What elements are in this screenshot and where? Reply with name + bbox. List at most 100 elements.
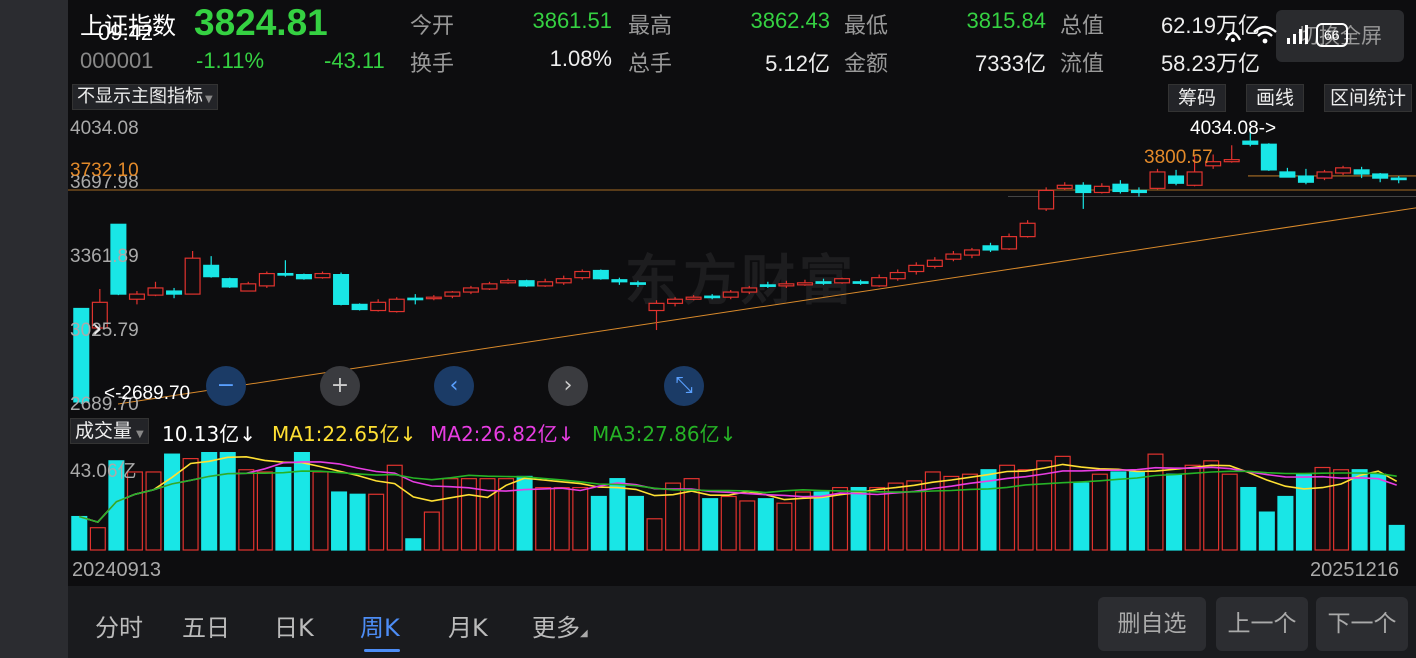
candle-body: [1075, 184, 1092, 194]
end-date: 20251216: [1310, 559, 1399, 581]
candle: [1075, 182, 1092, 209]
volume-bar: [405, 538, 422, 551]
chips-button[interactable]: 筹码: [1168, 84, 1226, 112]
candle: [648, 300, 665, 331]
volume-bar: [498, 478, 515, 551]
float-mktcap-label: 流值: [1060, 51, 1105, 76]
zoom-out-button[interactable]: −: [206, 366, 246, 406]
candle: [722, 289, 739, 300]
hline-label-1: 3732.10: [70, 160, 139, 181]
tab-weekly-k[interactable]: 周K: [360, 614, 400, 642]
candle-body: [1297, 175, 1314, 183]
volume-max-label: 43.06亿: [70, 461, 137, 482]
candle: [667, 297, 684, 307]
high-label: 最高: [628, 13, 673, 38]
range-stats-button[interactable]: 区间统计: [1324, 84, 1412, 112]
candle-body: [1279, 171, 1296, 178]
candle-body: [1335, 167, 1352, 174]
candle: [184, 250, 201, 295]
volume-bar: [794, 491, 811, 551]
tab-five-day[interactable]: 五日: [182, 614, 230, 642]
candle: [351, 303, 368, 311]
candle: [1260, 143, 1277, 171]
candle-body: [277, 272, 294, 276]
candle-body: [166, 290, 183, 295]
volume-bar: [832, 486, 849, 551]
candle-body: [759, 284, 776, 287]
candle: [1112, 180, 1129, 194]
active-tab-underline: [364, 649, 400, 652]
candle: [611, 277, 628, 285]
volume-bar: [590, 495, 607, 551]
volume-bar: [89, 527, 106, 551]
volume-ma3: MA3:27.86亿↓: [592, 422, 737, 446]
volume-bar: [572, 486, 589, 551]
main-indicator-select[interactable]: 不显示主图指标 ▼: [72, 84, 218, 110]
previous-stock-button[interactable]: 上一个: [1216, 597, 1308, 651]
volume-bar: [1295, 473, 1312, 551]
candle: [834, 277, 851, 284]
volume-chart[interactable]: [68, 452, 1416, 552]
candle: [221, 277, 238, 288]
volume-bar: [1091, 473, 1108, 551]
volume-bar: [665, 482, 682, 551]
volume-bar: [999, 464, 1016, 551]
candle-body: [537, 281, 554, 287]
tab-more[interactable]: 更多◢: [532, 608, 588, 643]
tab-daily-k[interactable]: 日K: [274, 614, 314, 642]
start-date: 20240913: [72, 559, 161, 581]
volume-current: 10.13亿↓: [162, 422, 257, 446]
candle: [444, 291, 461, 299]
candle: [203, 256, 220, 278]
candlestick-chart[interactable]: [68, 114, 1416, 414]
candle-body: [908, 264, 925, 273]
candle-body: [1001, 236, 1018, 250]
tab-monthly-k[interactable]: 月K: [448, 614, 488, 642]
candle: [407, 294, 424, 305]
candle: [1168, 169, 1185, 186]
candle: [1372, 172, 1389, 183]
collapse-view-button[interactable]: ⤡: [664, 366, 704, 406]
volume-bar: [1036, 460, 1053, 551]
high-marker: 4034.08->: [1190, 118, 1277, 139]
switch-fullscreen-button[interactable]: 切换全屏: [1276, 10, 1404, 62]
remove-favorite-button[interactable]: 删自选: [1098, 597, 1206, 651]
candle-body: [1149, 171, 1166, 189]
next-stock-button[interactable]: 下一个: [1316, 597, 1408, 651]
volume-indicator-select[interactable]: 成交量 ▼: [70, 418, 149, 444]
candle: [778, 280, 795, 288]
candle-body: [926, 259, 943, 267]
candle-body: [240, 283, 257, 292]
tab-intraday[interactable]: 分时: [95, 614, 143, 642]
candle-body: [388, 298, 405, 313]
stock-name: 上证指数: [80, 13, 176, 40]
candle-body: [91, 301, 108, 329]
candle: [1205, 154, 1222, 169]
candle-body: [1038, 189, 1055, 210]
scroll-left-button[interactable]: ‹: [434, 366, 474, 406]
volume-bar: [1388, 524, 1405, 551]
candle: [704, 294, 721, 300]
draw-line-button[interactable]: 画线: [1246, 84, 1304, 112]
volume-bar: [386, 464, 403, 551]
scroll-right-button[interactable]: ›: [548, 366, 588, 406]
candle-body: [1019, 222, 1036, 238]
zoom-in-button[interactable]: +: [320, 366, 360, 406]
volume-bar: [961, 473, 978, 551]
candle: [852, 279, 869, 285]
candle-body: [407, 297, 424, 301]
expand-panel-icon[interactable]: ›: [92, 314, 103, 344]
volume-bar: [924, 471, 941, 551]
low-label: 最低: [844, 13, 889, 38]
candle: [462, 285, 479, 295]
total-mktcap-value: 62.19万亿: [1160, 13, 1260, 38]
candle: [166, 287, 183, 299]
change-amount: -43.11: [324, 48, 385, 73]
candle: [147, 281, 164, 297]
candle: [982, 242, 999, 253]
y-label-max: 4034.08: [70, 118, 139, 139]
wifi-icon: [1253, 25, 1277, 44]
watermark: 东方财富: [625, 249, 857, 312]
candle-body: [1353, 169, 1370, 175]
candle: [1297, 168, 1314, 185]
